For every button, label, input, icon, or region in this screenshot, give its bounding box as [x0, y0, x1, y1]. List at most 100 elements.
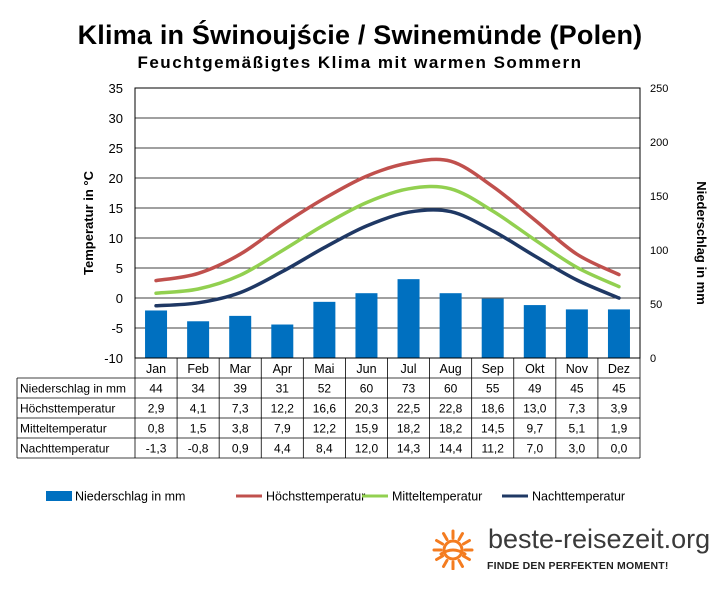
table-row-label: Nachttemperatur — [20, 442, 109, 456]
left-axis-title: Temperatur in °C — [81, 170, 96, 275]
table-cell: 34 — [191, 382, 205, 396]
table-cell: 31 — [276, 382, 290, 396]
temperature-line — [154, 184, 621, 295]
left-tick-label: -10 — [104, 351, 123, 366]
table-cell: 0,9 — [232, 442, 249, 456]
table-cell: 14,3 — [397, 442, 421, 456]
chart-title: Klima in Świnoujście / Swinemünde (Polen… — [77, 20, 643, 50]
table-cell: 60 — [360, 382, 374, 396]
table-cell: 39 — [234, 382, 248, 396]
table-cell: 3,0 — [569, 442, 586, 456]
month-label: Apr — [273, 362, 292, 376]
precipitation-bar — [481, 298, 504, 358]
table-cell: 0,8 — [148, 422, 165, 436]
table-cell: 7,3 — [569, 402, 586, 416]
table-cell: -1,3 — [146, 442, 167, 456]
table-row-label: Niederschlag in mm — [20, 382, 126, 396]
table-cell: 7,9 — [274, 422, 291, 436]
precipitation-bar — [607, 309, 630, 358]
table-cell: 7,0 — [526, 442, 543, 456]
left-tick-label: 25 — [109, 141, 123, 156]
table-cell: 0,0 — [611, 442, 628, 456]
table-cell: 18,6 — [481, 402, 505, 416]
table-cell: 60 — [444, 382, 458, 396]
table-cell: 18,2 — [439, 422, 463, 436]
legend-swatch-bar — [46, 491, 72, 501]
left-tick-label: 30 — [109, 111, 123, 126]
month-label: Dez — [608, 362, 630, 376]
sun-ray — [435, 539, 445, 546]
table-cell: 14,5 — [481, 422, 505, 436]
precipitation-bar — [229, 315, 252, 358]
table-cell: 20,3 — [355, 402, 379, 416]
precipitation-bar — [271, 324, 294, 358]
sun-ray — [461, 554, 471, 561]
table-cell: 3,9 — [611, 402, 628, 416]
left-tick-label: 10 — [109, 231, 123, 246]
legend-label: Niederschlag in mm — [75, 490, 185, 504]
left-tick-label: 20 — [109, 171, 123, 186]
chart-subtitle: Feuchtgemäßigtes Klima mit warmen Sommer… — [137, 53, 583, 72]
month-label: Jan — [146, 362, 166, 376]
axes: -10 -5 0 5 10 15 20 25 30 35 0 50 100 150 200 250 Temper… — [81, 81, 709, 366]
grid-layer — [135, 87, 640, 359]
table-cell: -0,8 — [188, 442, 209, 456]
left-tick-label: 0 — [116, 291, 123, 306]
sun-ray — [435, 554, 445, 561]
table-cell: 14,4 — [439, 442, 463, 456]
plot-frame — [134, 87, 641, 359]
month-label: Mar — [229, 362, 251, 376]
sun-ray — [442, 532, 449, 542]
right-tick-label: 0 — [650, 353, 656, 365]
table-cell: 18,2 — [397, 422, 421, 436]
precipitation-bar — [313, 301, 336, 358]
legend: Niederschlag in mm Höchsttemperatur Mittel… — [46, 490, 625, 504]
table-cell: 22,5 — [397, 402, 421, 416]
left-tick-label: 35 — [109, 81, 123, 96]
sun-disc — [442, 539, 464, 561]
table-cell: 1,5 — [190, 422, 207, 436]
sun-ray — [442, 558, 449, 568]
sun-icon — [432, 529, 474, 570]
month-label: Jun — [356, 362, 376, 376]
month-label: Sep — [482, 362, 504, 376]
sun-ray — [461, 539, 471, 546]
table-cell: 22,8 — [439, 402, 463, 416]
data-table: Jan Feb Mar Apr Mai Jun Jul Aug Sep Okt Nov Dez Nied… — [16, 358, 641, 459]
table-cell: 16,6 — [313, 402, 337, 416]
table-cell: 3,8 — [232, 422, 249, 436]
precipitation-bar — [187, 321, 210, 358]
left-tick-label: 5 — [116, 261, 123, 276]
left-tick-label: 15 — [109, 201, 123, 216]
table-row-label: Mitteltemperatur — [20, 422, 107, 436]
right-tick-label: 150 — [650, 191, 668, 203]
table-cell: 12,2 — [313, 422, 337, 436]
sun-ray — [457, 558, 464, 568]
table-cell: 4,4 — [274, 442, 291, 456]
temperature-line — [154, 157, 621, 283]
left-tick-label: -5 — [111, 321, 123, 336]
legend-label: Nachttemperatur — [532, 490, 625, 504]
right-axis-title: Niederschlag in mm — [694, 181, 709, 305]
table-cell: 12,2 — [271, 402, 295, 416]
table-cell: 45 — [612, 382, 626, 396]
table-cell: 5,1 — [569, 422, 586, 436]
sun-ray — [457, 532, 464, 542]
right-tick-label: 250 — [650, 83, 668, 95]
table-cell: 49 — [528, 382, 542, 396]
precipitation-bar — [523, 305, 546, 358]
table-cell: 8,4 — [316, 442, 333, 456]
table-cell: 45 — [570, 382, 584, 396]
right-tick-label: 100 — [650, 245, 668, 257]
table-cell: 44 — [149, 382, 163, 396]
temperature-lines — [154, 157, 621, 308]
precipitation-bar — [145, 310, 168, 358]
table-row-label: Höchsttemperatur — [20, 402, 115, 416]
month-label: Aug — [440, 362, 462, 376]
month-label: Feb — [187, 362, 209, 376]
month-label: Nov — [566, 362, 589, 376]
right-tick-label: 200 — [650, 137, 668, 149]
right-tick-label: 50 — [650, 299, 662, 311]
